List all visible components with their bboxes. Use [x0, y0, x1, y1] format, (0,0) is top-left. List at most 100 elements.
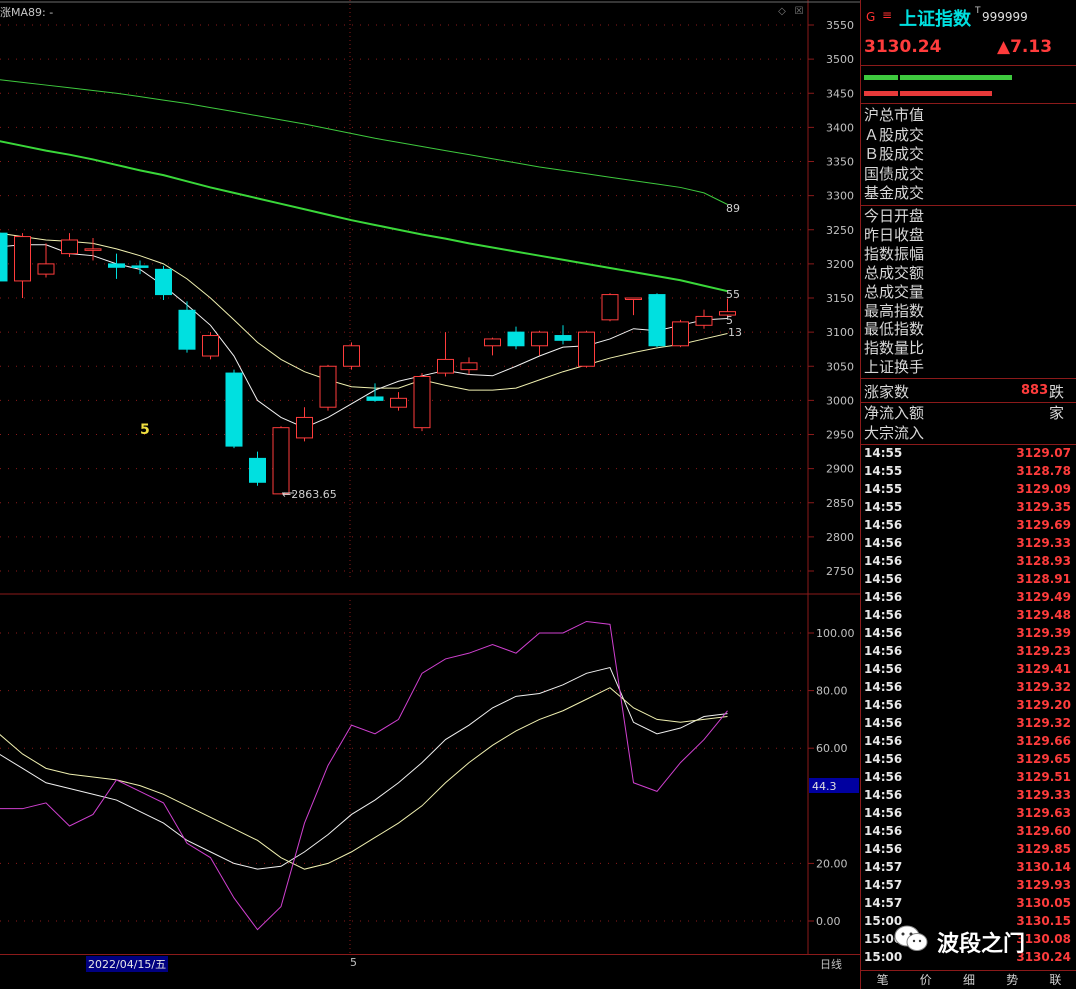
current-price: 3130.24 [864, 37, 942, 57]
tick-row: 14:55 3129.35 [861, 500, 1076, 518]
low-annotation: ←2863.65 [282, 488, 337, 501]
tab-price[interactable]: 价 [919, 973, 932, 987]
tick-time: 14:56 [864, 770, 903, 784]
divider [861, 65, 1076, 66]
k-line [0, 666, 728, 870]
tick-time: 14:56 [864, 824, 903, 838]
tick-price: 3130.24 [1016, 950, 1071, 964]
tick-row: 14:57 3130.05 [861, 896, 1076, 914]
tick-row: 14:55 3129.09 [861, 482, 1076, 500]
tick-row: 14:56 3129.63 [861, 806, 1076, 824]
candle-up [319, 365, 337, 408]
tick-price: 3130.05 [1016, 896, 1071, 910]
tab-linked[interactable]: 联 [1049, 973, 1062, 987]
tick-time: 14:56 [864, 554, 903, 568]
candle-up [61, 239, 78, 255]
candle-up [719, 311, 736, 316]
tick-price: 3129.41 [1016, 662, 1071, 676]
j-line [0, 620, 728, 931]
grid-layer [0, 0, 860, 954]
tick-price: 3129.69 [1016, 518, 1071, 532]
quote-tabs: 笔 价 细 势 联 [861, 970, 1076, 989]
summary-label: 国债成交 [864, 164, 925, 183]
ma13-end-label: 13 [728, 326, 742, 339]
candle-down [249, 457, 266, 483]
price-tick-label: 3050 [826, 360, 854, 373]
tick-row: 14:56 3128.93 [861, 554, 1076, 572]
tick-row: 14:57 3129.93 [861, 878, 1076, 896]
tick-row: 14:56 3129.32 [861, 680, 1076, 698]
tick-price: 3129.35 [1016, 500, 1071, 514]
candle-up [531, 331, 548, 347]
candle-down [178, 309, 196, 350]
tick-price: 3129.49 [1016, 590, 1071, 604]
candle-up [484, 338, 501, 347]
stat-label: 今日开盘 [864, 207, 925, 225]
cursor-date-label: 2022/04/15/五 [86, 956, 169, 972]
candle-up [37, 263, 55, 275]
candle-up [84, 248, 102, 251]
price-tick-label: 3500 [826, 53, 854, 66]
tick-price: 3128.93 [1016, 554, 1071, 568]
tick-time: 14:56 [864, 518, 903, 532]
tick-row: 14:56 3129.39 [861, 626, 1076, 644]
tab-detail[interactable]: 细 [963, 973, 976, 987]
price-tick-label: 3350 [826, 156, 854, 169]
tab-trend[interactable]: 势 [1006, 973, 1019, 987]
candle-down [108, 263, 125, 268]
indicator-current-value: 44.3 [812, 780, 837, 793]
main-chart-canvas[interactable]: 3550 3500 3450 3400 3350 3300 3250 3200 3150 3100… [0, 0, 860, 972]
tick-row: 14:56 3129.65 [861, 752, 1076, 770]
tick-time: 14:56 [864, 680, 903, 694]
tick-row: 14:56 3129.85 [861, 842, 1076, 860]
tick-time: 14:57 [864, 860, 903, 874]
index-code: 999999 [982, 10, 1028, 24]
breadth-bar-segment [864, 75, 898, 80]
period-selector[interactable]: 日线 [820, 958, 842, 971]
tick-price: 3128.91 [1016, 572, 1071, 586]
price-tick-label: 2750 [826, 565, 854, 578]
close-icon[interactable]: ☒ [794, 6, 804, 17]
tick-price: 3129.07 [1016, 446, 1071, 460]
tick-time: 14:55 [864, 446, 903, 460]
menu-icon[interactable]: ≡ [882, 8, 893, 22]
price-axis: 3550 3500 3450 3400 3350 3300 3250 3200 3150 3100… [808, 19, 859, 928]
date-axis-marker: 5 [350, 956, 357, 969]
tick-row: 14:56 3129.41 [861, 662, 1076, 680]
candle-down [648, 294, 666, 347]
tick-time: 14:56 [864, 662, 903, 676]
tick-price: 3129.39 [1016, 626, 1071, 640]
tab-trades[interactable]: 笔 [876, 973, 889, 987]
price-tick-label: 2950 [826, 429, 854, 442]
tick-row: 14:56 3129.23 [861, 644, 1076, 662]
breadth-bar-segment [900, 75, 1012, 80]
watermark-text: 波段之门 [937, 932, 1026, 957]
candle-up [413, 375, 431, 429]
tick-price: 3130.15 [1016, 914, 1071, 928]
restore-icon[interactable]: ◇ [778, 6, 786, 17]
divider [861, 205, 1076, 206]
tick-time: 14:56 [864, 806, 903, 820]
quote-panel: G ≡ 上证指数 T 999999 3130.24 ▲7.13 沪总市值 Ａ股成交… [860, 0, 1076, 989]
price-tick-label: 3200 [826, 258, 854, 271]
tick-price: 3129.85 [1016, 842, 1071, 856]
rise-count-label: 涨家数 [864, 383, 910, 401]
summary-label: Ａ股成交 [864, 125, 925, 144]
tick-price: 3129.93 [1016, 878, 1071, 892]
tick-row: 14:56 3129.66 [861, 734, 1076, 752]
tick-row: 14:56 3129.60 [861, 824, 1076, 842]
tick-time: 14:56 [864, 716, 903, 730]
price-tick-label: 3100 [826, 326, 854, 339]
tick-price: 3129.33 [1016, 536, 1071, 550]
stat-label: 总成交额 [864, 263, 925, 282]
group-marker[interactable]: G [866, 10, 876, 24]
tick-row: 14:55 3128.78 [861, 464, 1076, 482]
candle-up [202, 335, 219, 357]
candle-down [0, 232, 8, 282]
ma89-end-label: 89 [726, 202, 740, 215]
cycle-label: 5 [140, 422, 150, 438]
tick-time: 14:56 [864, 572, 903, 586]
tick-row: 14:56 3129.33 [861, 788, 1076, 806]
ma55-line [0, 140, 728, 293]
